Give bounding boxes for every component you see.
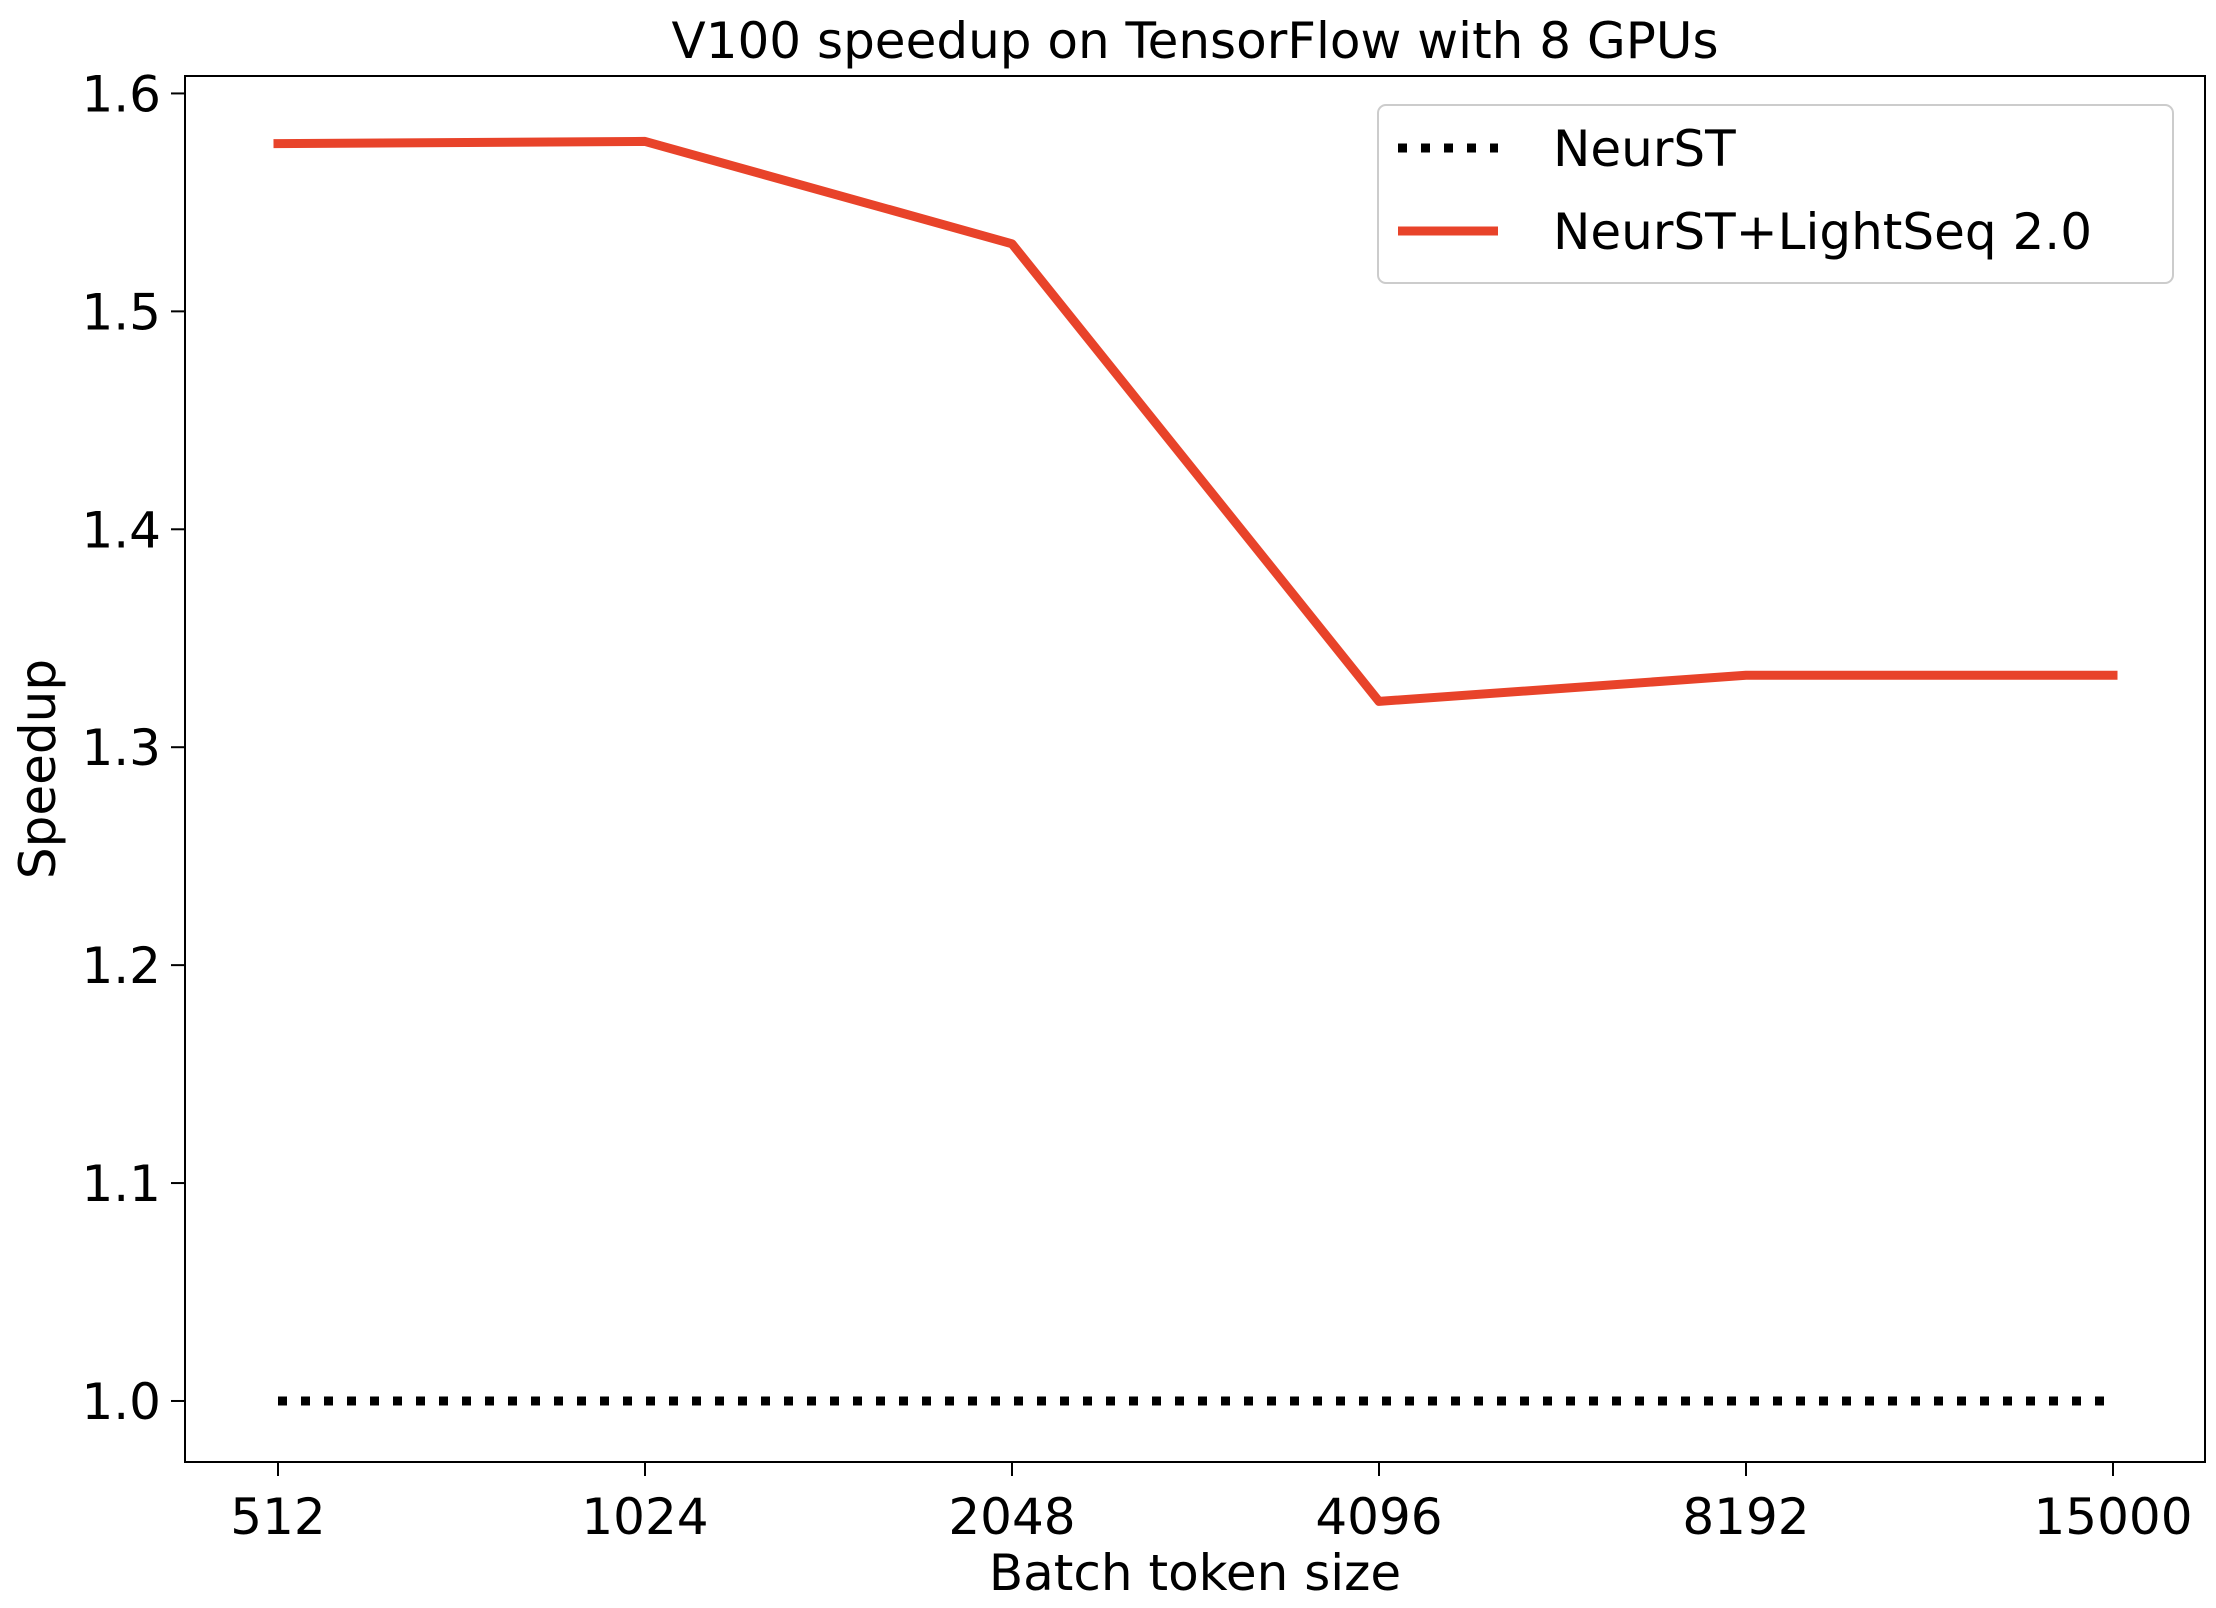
- legend-label-neurst: NeurST: [1553, 120, 1736, 178]
- legend-box: [1377, 104, 2174, 284]
- y-tick-label: 1.3: [81, 719, 161, 777]
- y-tick-label: 1.0: [81, 1373, 161, 1431]
- legend: NeurST NeurST+LightSeq 2.0: [1377, 104, 2174, 284]
- y-axis-ticks: 1.0 1.1 1.2 1.3 1.4 1.5 1.6: [81, 65, 185, 1431]
- y-tick-label: 1.5: [81, 283, 161, 341]
- x-tick-label: 4096: [1315, 1488, 1442, 1546]
- x-axis-label: Batch token size: [989, 1544, 1401, 1602]
- plot-area-frame: [184, 75, 2206, 1463]
- x-tick-label: 1024: [581, 1488, 708, 1546]
- y-tick-label: 1.1: [81, 1155, 161, 1213]
- y-axis-label: Speedup: [9, 659, 67, 879]
- series-line-neurst-lightseq: [273, 136, 2118, 706]
- x-tick-label: 15000: [2033, 1488, 2192, 1546]
- x-tick-label: 8192: [1682, 1488, 1809, 1546]
- x-axis-ticks: 512 1024 2048 4096 8192 15000: [230, 1462, 2193, 1546]
- y-tick-label: 1.4: [81, 501, 161, 559]
- x-tick-label: 512: [230, 1488, 325, 1546]
- y-tick-label: 1.6: [81, 65, 161, 123]
- chart-title: V100 speedup on TensorFlow with 8 GPUs: [671, 12, 1718, 70]
- x-tick-label: 2048: [948, 1488, 1075, 1546]
- y-tick-label: 1.2: [81, 937, 161, 995]
- legend-label-neurst-lightseq: NeurST+LightSeq 2.0: [1553, 203, 2092, 261]
- series-layer: [273, 136, 2118, 1406]
